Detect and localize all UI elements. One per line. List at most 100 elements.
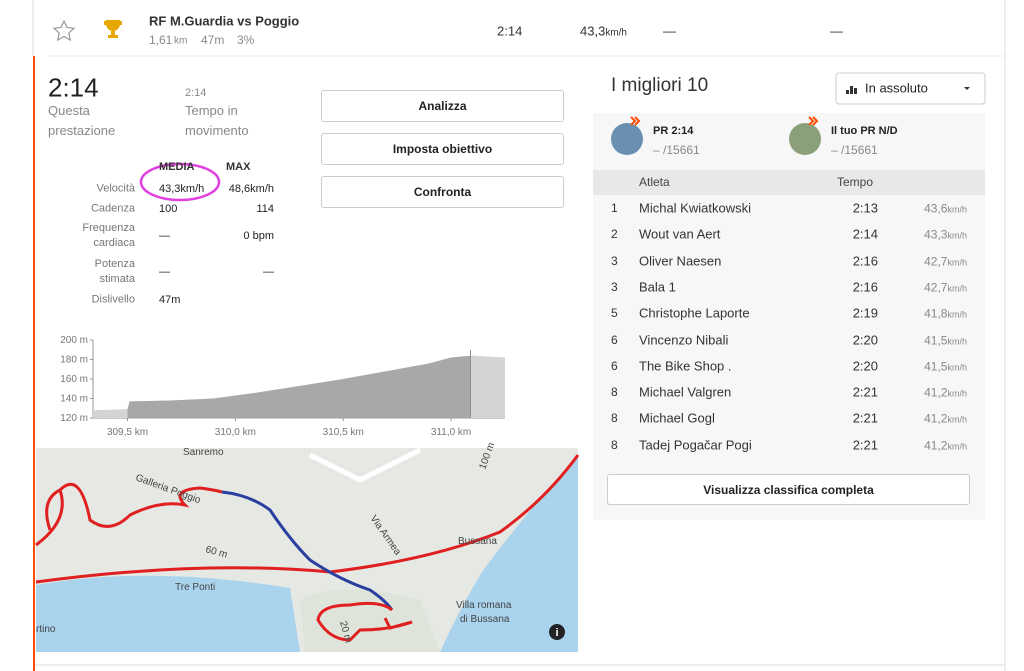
time: 2:21 (852, 410, 878, 426)
athlete: Michael Gogl (639, 410, 715, 426)
speed-unit: km/h (947, 283, 967, 294)
map-sea (36, 575, 300, 652)
speed: 41,5km/h (924, 358, 967, 373)
map-label: 20 m (337, 620, 353, 644)
action-button[interactable]: Imposta obiettivo (321, 133, 564, 165)
table-header (593, 170, 985, 195)
dropdown-icon (846, 86, 857, 94)
pr-label: PR 2:14 (653, 125, 693, 137)
athlete: The Bike Shop . (639, 358, 732, 374)
speed-value: 43,6 (924, 201, 948, 216)
segment-time: 2:14 (497, 23, 523, 39)
map-label: rtino (36, 624, 56, 635)
speed: 41,8km/h (924, 306, 967, 321)
map-label: 60 m (204, 544, 228, 560)
speed: 41,2km/h (924, 411, 967, 426)
speed-value: 41,5 (924, 359, 948, 374)
pr-badge (630, 116, 641, 126)
pr-value: 2:14 (671, 125, 694, 137)
action-button[interactable]: Confronta (321, 176, 564, 208)
y-tick-label: 200 m (60, 335, 88, 346)
map-label: Tre Ponti (175, 582, 215, 593)
dropdown-caret (964, 87, 970, 90)
distance-unit: km (174, 35, 188, 47)
info-label: i (555, 627, 558, 639)
stat-label: Velocità (96, 182, 135, 195)
x-tick-label: 310,5 km (323, 427, 364, 438)
map-label: Bussana (458, 536, 497, 547)
stat-label: Dislivello (91, 293, 135, 306)
speed: 43,3km/h (924, 227, 967, 242)
speed-value: 41,5 (924, 333, 948, 347)
speed-value: 41,8 (924, 306, 948, 321)
speed-value: 41,2 (924, 411, 948, 426)
stat-max: 48,6km/h (228, 183, 274, 195)
map-segment (221, 490, 394, 611)
rank: 3 (611, 253, 618, 268)
athlete: Bala 1 (639, 279, 676, 295)
time: 2:21 (852, 384, 878, 400)
stats-header: MEDIA (159, 161, 195, 173)
grade: 3% (237, 33, 255, 47)
segment-name: RF M.Guardia vs Poggio (149, 13, 300, 29)
speed-value: 42,7 (924, 254, 948, 269)
rank: 8 (611, 437, 618, 452)
speed-unit: km/h (947, 257, 967, 268)
speed: 41,2km/h (924, 437, 967, 452)
rank: 3 (611, 279, 618, 294)
athlete: Tadej Pogačar Pogi (639, 437, 752, 453)
speed-value: 41,2 (924, 385, 948, 400)
speed-value: 43,3 (924, 227, 948, 242)
dropdown[interactable] (835, 72, 986, 105)
map-label: Villa romana (456, 600, 512, 611)
speed-unit: km/h (947, 388, 967, 399)
pr-value: N/D (878, 125, 898, 137)
segment-extra: — (663, 23, 676, 39)
stat-average: 43,3km/h (159, 183, 205, 195)
time: 2:16 (852, 253, 878, 269)
x-tick-label: 309,5 km (107, 427, 148, 438)
star-icon[interactable] (52, 19, 76, 42)
athlete: Wout van Aert (639, 226, 721, 242)
moving-time: 2:14 (185, 87, 207, 99)
segment-extra: — (830, 23, 843, 39)
full-leaderboard-button[interactable]: Visualizza classifica completa (607, 474, 970, 505)
map-label: Galleria Poggio (134, 472, 202, 506)
rank: 8 (611, 385, 618, 400)
athlete: Michal Kwiatkowski (639, 200, 751, 216)
speed: 42,7km/h (924, 279, 967, 294)
action-button[interactable]: Analizza (321, 90, 564, 122)
speed-unit: km/h (947, 309, 967, 320)
time: 2:20 (852, 358, 878, 374)
map-route (316, 601, 413, 642)
time: 2:16 (852, 279, 878, 295)
pr-label: Il tuo PR N/D (831, 125, 898, 137)
filter-label: In assoluto (865, 80, 928, 96)
y-tick-label: 180 m (60, 355, 88, 366)
info-icon[interactable] (549, 624, 565, 640)
athlete: Oliver Naesen (639, 253, 722, 269)
map (35, 447, 580, 652)
stat-max: 0 bpm (243, 230, 274, 242)
trophy-icon (104, 20, 122, 38)
time: 2:20 (852, 332, 878, 347)
rank: 6 (611, 332, 618, 347)
speed: 43,6km/h (924, 201, 967, 216)
time: 2:14 (852, 226, 878, 242)
stats-header: MAX (226, 161, 251, 173)
avatar (789, 123, 821, 155)
speed: 41,5km/h (924, 332, 967, 347)
stat-label: Cadenza (90, 202, 135, 215)
leaderboard-title: I migliori 10 (611, 75, 709, 96)
speed-unit: km/h (947, 204, 967, 215)
pr-badge (808, 116, 819, 126)
elevation-segment (127, 355, 471, 418)
y-tick-label: 160 m (60, 374, 88, 385)
rank: 2 (611, 227, 618, 242)
highlight-circle (139, 162, 221, 202)
stat-average: — (159, 230, 170, 242)
stat-label: Potenza stimata (94, 258, 135, 285)
time: 2:19 (852, 305, 878, 321)
athlete: Christophe Laporte (639, 305, 750, 321)
pr-name: PR (653, 125, 669, 137)
